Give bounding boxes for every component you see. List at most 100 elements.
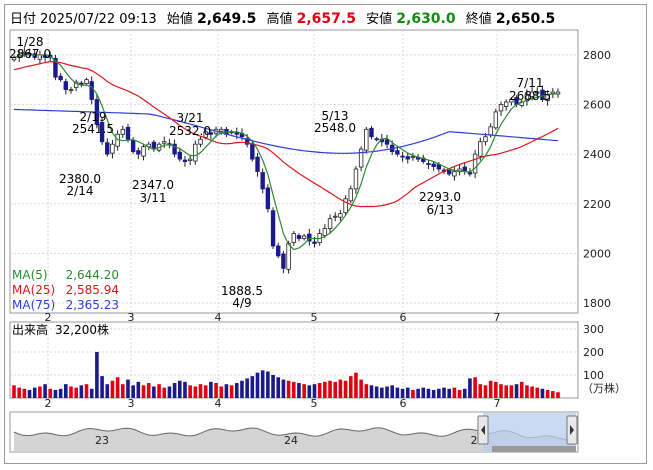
candle-body (265, 187, 271, 210)
volume-bar (291, 381, 296, 398)
date-label: 日付 (10, 12, 37, 27)
candle-body (296, 235, 302, 239)
candle-body (333, 215, 338, 218)
volume-bar (525, 385, 529, 398)
annotation-date: 1/28 (17, 35, 44, 49)
volume-bar (69, 386, 73, 398)
volume-bar (556, 392, 560, 398)
price-y-tick: 2600 (583, 98, 611, 111)
candle-body (89, 81, 94, 100)
volume-bar (333, 381, 338, 398)
low-label: 安値 (366, 12, 393, 27)
price-y-tick: 2400 (583, 148, 611, 161)
candle-body (53, 57, 58, 78)
candle-body (364, 128, 369, 151)
candle-body (177, 151, 182, 160)
volume-bar (27, 389, 32, 398)
ma-legend-label: MA(25) (12, 283, 55, 297)
annotation-value: 2867.0 (9, 47, 51, 61)
volume-bar (411, 389, 415, 398)
volume-bar (157, 384, 161, 398)
volume-bar (535, 387, 540, 398)
volume-bar (245, 378, 249, 398)
candle-body (130, 139, 136, 153)
volume-bar (343, 380, 348, 398)
volume-bar (234, 383, 239, 398)
candle-body (493, 111, 499, 129)
price-month-label: 6 (400, 311, 407, 324)
ma-legend-label: MA(75) (12, 298, 55, 312)
volume-bar (473, 377, 477, 398)
volume-y-tick: 100 (583, 369, 604, 382)
volume-y-tick: 300 (583, 323, 604, 336)
volume-bar (203, 385, 208, 398)
volume-bar (431, 389, 436, 398)
price-month-label: 3 (128, 311, 135, 324)
volume-bar (354, 372, 358, 398)
candle-body (260, 172, 265, 190)
candle-body (307, 233, 312, 242)
candle-body (219, 128, 224, 132)
volume-bar (530, 386, 534, 398)
annotation-value: 2541.5 (72, 122, 114, 136)
volume-month-label: 3 (128, 397, 135, 410)
candle-body (162, 141, 167, 144)
volume-bar (146, 383, 151, 398)
candle-body (276, 245, 281, 257)
volume-bar (141, 385, 146, 398)
close-label: 終値 (465, 12, 492, 27)
volume-bar (229, 385, 234, 398)
candle-body (63, 81, 69, 90)
volume-bar (426, 388, 431, 398)
volume-bar (115, 377, 120, 398)
candle-body (467, 172, 473, 175)
volume-bar (281, 379, 286, 398)
candle-body (498, 104, 504, 112)
volume-bar (286, 380, 291, 398)
volume-bar (271, 374, 275, 398)
volume-bar (43, 384, 47, 398)
volume-bar (64, 384, 68, 398)
volume-bar (483, 385, 488, 398)
price-month-label: 2 (45, 311, 52, 324)
volume-y-tick: 200 (583, 346, 604, 359)
annotation-date: 2/19 (80, 110, 107, 124)
volume-bar (214, 383, 218, 398)
volume-bar (457, 389, 462, 398)
volume-bar (152, 386, 156, 398)
candle-body (426, 163, 431, 165)
overview-area (14, 427, 574, 452)
volume-bar (224, 384, 229, 398)
volume-bar (110, 380, 115, 398)
price-y-tick: 2800 (583, 49, 611, 62)
candle-body (244, 138, 250, 145)
volume-bar (323, 381, 327, 398)
candle-body (431, 163, 436, 167)
overview-scrollbar-thumb (492, 446, 576, 452)
volume-bar (400, 388, 405, 398)
candle-body (312, 241, 317, 244)
datetime-value: 2025/07/22 09:13 (40, 12, 157, 27)
volume-label: 出来高 (12, 322, 48, 337)
candle-body (529, 91, 535, 97)
candle-body (73, 81, 79, 88)
volume-bar (317, 383, 322, 398)
price-month-label: 4 (215, 311, 222, 324)
candle-body (110, 143, 115, 154)
candle-body (270, 210, 276, 247)
candle-body (322, 228, 328, 236)
volume-bar (494, 381, 498, 398)
candle-body (358, 148, 364, 168)
candle-body (301, 235, 307, 239)
volume-bar (348, 376, 353, 398)
candle-body (84, 79, 89, 85)
volume-bar (188, 385, 192, 398)
annotation-value: 2293.0 (419, 190, 461, 204)
volume-bar (405, 387, 410, 398)
volume-bar (468, 378, 472, 398)
annotation-value: 1888.5 (221, 284, 263, 298)
volume-bar (172, 383, 177, 398)
candle-body (369, 127, 374, 138)
volume-bar (297, 383, 301, 398)
annotation-date: 6/13 (427, 203, 454, 217)
